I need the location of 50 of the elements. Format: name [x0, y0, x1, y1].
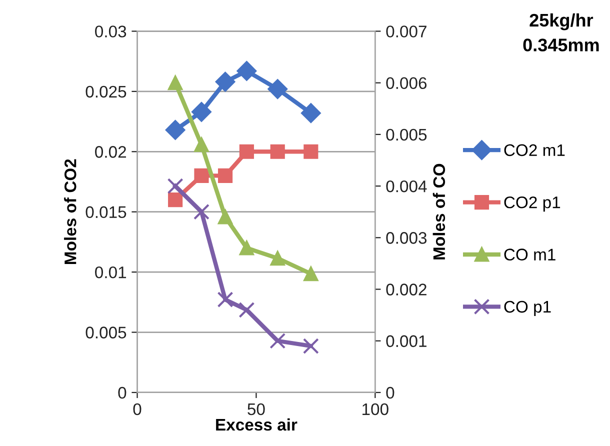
y2-tick-label: 0.001 — [386, 335, 426, 348]
point — [268, 79, 288, 99]
y-tick-label: 0.005 — [86, 326, 126, 338]
point — [302, 338, 319, 354]
point — [194, 168, 209, 184]
x-axis-title: Excess air — [216, 418, 298, 431]
point — [301, 103, 321, 123]
point — [217, 292, 234, 308]
text: 25kg/hr 0.345mm — [523, 13, 599, 52]
point — [218, 210, 233, 224]
y2-tick-label: 0 — [386, 386, 394, 399]
legend-label: CO m1 — [504, 248, 556, 260]
y2-tick-label: 0.002 — [386, 284, 426, 296]
point — [304, 266, 318, 282]
point — [304, 144, 318, 159]
point — [239, 144, 254, 159]
point — [270, 144, 285, 159]
point — [168, 192, 183, 208]
y-tick-label: 0.03 — [95, 26, 126, 38]
point — [218, 168, 233, 184]
y-tick-label: 0.015 — [86, 206, 126, 218]
point — [270, 251, 285, 266]
y2-tick-label: 0.006 — [386, 77, 427, 90]
legend-label: CO p1 — [504, 300, 551, 316]
point — [167, 178, 184, 194]
point — [193, 204, 210, 220]
point — [215, 72, 236, 92]
y2-tick-label: 0.004 — [386, 180, 427, 192]
point — [270, 332, 286, 349]
point — [165, 120, 186, 140]
point — [192, 102, 212, 122]
y-tick-label: 0.025 — [86, 86, 126, 98]
y2-tick-label: 0.003 — [386, 232, 427, 244]
y2-tick-label: 0.005 — [386, 128, 427, 141]
point — [194, 137, 209, 152]
y2-axis-title: Moles of CO — [432, 164, 446, 260]
x-tick-label: 0 — [133, 403, 142, 416]
point — [168, 76, 183, 90]
y-tick-label: 0.01 — [95, 266, 126, 278]
legend-label: CO2 m1 — [504, 144, 565, 156]
y2-tick-label: 0.007 — [386, 26, 426, 38]
point — [239, 240, 254, 256]
x-tick-label: 100 — [362, 403, 388, 416]
x-tick-label: 50 — [248, 403, 265, 416]
y-tick-label: 0 — [118, 386, 126, 399]
point — [238, 302, 255, 318]
legend-label: CO2 p1 — [504, 196, 560, 212]
point — [236, 61, 257, 81]
y-axis-title: Moles of CO2 — [64, 159, 76, 264]
y-tick-label: 0.02 — [95, 146, 126, 158]
